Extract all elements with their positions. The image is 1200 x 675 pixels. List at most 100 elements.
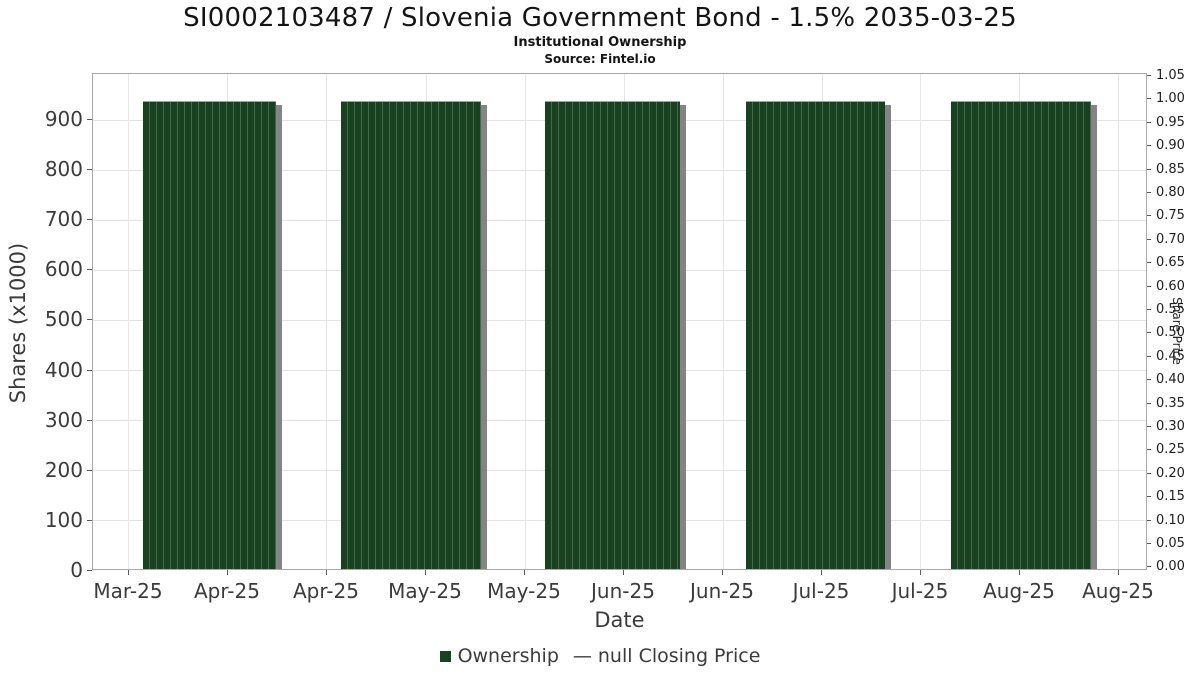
y-tick-mark-left	[87, 469, 92, 471]
y-tick-label-right: 0.15	[1156, 489, 1185, 505]
ownership-bar-shadow	[481, 104, 488, 569]
x-tick-label: Jun-25	[591, 579, 655, 603]
x-tick-mark	[226, 570, 228, 575]
x-tick-label: Jul-25	[792, 579, 850, 603]
y-tick-label-right: 0.25	[1156, 442, 1185, 458]
ownership-bar-group	[745, 100, 892, 569]
x-tick-mark	[1018, 570, 1020, 575]
y-tick-mark-right	[1147, 519, 1151, 521]
ownership-bar-shadow	[679, 104, 686, 569]
x-tick-mark	[524, 570, 525, 575]
y-tick-label-right: 0.70	[1156, 231, 1185, 247]
y-tick-label-right: 0.65	[1156, 255, 1185, 271]
y-tick-label-left: 800	[44, 157, 83, 182]
y-tick-label-left: 900	[44, 107, 83, 132]
legend-price-label: null Closing Price	[597, 645, 761, 667]
chart-subtitle: Institutional Ownership	[513, 35, 687, 50]
y-tick-mark-left	[87, 519, 92, 521]
y-tick-label-left: 200	[44, 457, 83, 482]
y-tick-label-left: 0	[70, 558, 83, 582]
x-tick-mark	[325, 570, 327, 575]
ownership-bar-fill	[340, 100, 482, 569]
x-tick-mark	[425, 570, 426, 575]
x-tick-mark	[1117, 570, 1119, 575]
y-tick-mark-right	[1147, 332, 1151, 334]
y-tick-mark-right	[1147, 285, 1151, 287]
x-tick-mark	[722, 570, 723, 575]
y-tick-label-right: 1.00	[1156, 91, 1185, 107]
y-tick-mark-right	[1147, 98, 1151, 100]
y-tick-label-right: 0.55	[1156, 302, 1185, 317]
ownership-bar-fill	[142, 100, 276, 569]
y-tick-mark-right	[1147, 472, 1151, 474]
x-tick-label: Jul-25	[891, 579, 949, 603]
y-tick-label-right: 0.40	[1156, 372, 1185, 388]
y-tick-mark-left	[87, 369, 92, 371]
y-tick-mark-right	[1147, 192, 1151, 193]
x-tick-label: May-25	[388, 579, 462, 603]
y-tick-mark-right	[1147, 355, 1151, 357]
ownership-bar-group	[951, 100, 1098, 569]
ownership-bar-fill	[545, 100, 680, 569]
gridline-v	[128, 74, 130, 569]
y-tick-mark-left	[87, 570, 92, 571]
y-tick-label-right: 0.45	[1156, 348, 1185, 364]
legend-ownership-swatch-icon	[439, 651, 451, 662]
ownership-bar-group	[340, 100, 488, 569]
y-tick-mark-left	[87, 119, 92, 121]
gridline-v	[722, 74, 724, 569]
ownership-bar-fill	[745, 100, 886, 569]
y-tick-label-left: 700	[44, 207, 83, 232]
y-tick-mark-left	[87, 269, 92, 271]
x-tick-mark	[919, 570, 921, 575]
y-tick-label-left: 100	[44, 507, 83, 532]
y-tick-mark-right	[1147, 543, 1151, 544]
gridline-v	[1118, 74, 1120, 569]
ownership-bar-shadow	[275, 104, 282, 569]
y-tick-label-right: 0.50	[1156, 325, 1185, 341]
x-tick-label: Apr-25	[193, 579, 260, 603]
ownership-bar-shadow	[885, 104, 892, 569]
y-tick-mark-left	[87, 169, 92, 171]
y-tick-label-right: 0.80	[1156, 185, 1185, 200]
y-tick-mark-right	[1147, 449, 1151, 451]
y-tick-mark-right	[1147, 121, 1151, 123]
x-tick-label: May-25	[487, 579, 561, 603]
y-tick-label-right: 0.20	[1156, 465, 1185, 481]
y-tick-label-left: 300	[44, 407, 83, 432]
y-tick-mark-left	[87, 419, 92, 421]
y-tick-label-left: 500	[44, 307, 83, 332]
y-tick-label-right: 0.60	[1156, 278, 1185, 294]
legend-price-dash-icon: —	[572, 645, 592, 667]
x-tick-mark	[127, 570, 129, 575]
ownership-bar-group	[142, 100, 282, 569]
legend-ownership-label: Ownership	[457, 645, 559, 667]
y-tick-mark-right	[1147, 566, 1151, 568]
y-tick-label-right: 0.90	[1156, 138, 1185, 154]
y-tick-mark-right	[1147, 426, 1151, 427]
y-tick-label-right: 1.05	[1156, 68, 1185, 83]
gridline-v	[524, 74, 526, 569]
y-tick-mark-left	[87, 319, 92, 321]
x-axis-label: Date	[594, 608, 645, 632]
legend: Ownership — null Closing Price	[0, 645, 1200, 667]
chart-source-attribution: Source: Fintel.io	[544, 52, 656, 66]
y-tick-label-right: 0.95	[1156, 114, 1185, 130]
y-tick-mark-right	[1147, 168, 1151, 170]
y-tick-label-right: 0.75	[1156, 208, 1185, 224]
y-tick-mark-right	[1147, 75, 1151, 76]
gridline-v	[920, 74, 922, 569]
x-tick-mark	[623, 570, 624, 575]
y-tick-mark-right	[1147, 402, 1151, 404]
y-tick-mark-left	[87, 219, 92, 221]
y-tick-label-right: 0.35	[1156, 395, 1185, 411]
y-tick-mark-right	[1147, 145, 1151, 147]
x-tick-label: Jun-25	[690, 579, 754, 603]
ownership-bar-group	[545, 100, 686, 569]
chart-title: SI0002103487 / Slovenia Government Bond …	[183, 3, 1017, 33]
y-tick-mark-right	[1147, 238, 1151, 240]
y-tick-label-left: 400	[44, 357, 83, 382]
y-tick-label-right: 0.85	[1156, 161, 1185, 177]
y-tick-mark-right	[1147, 215, 1151, 217]
